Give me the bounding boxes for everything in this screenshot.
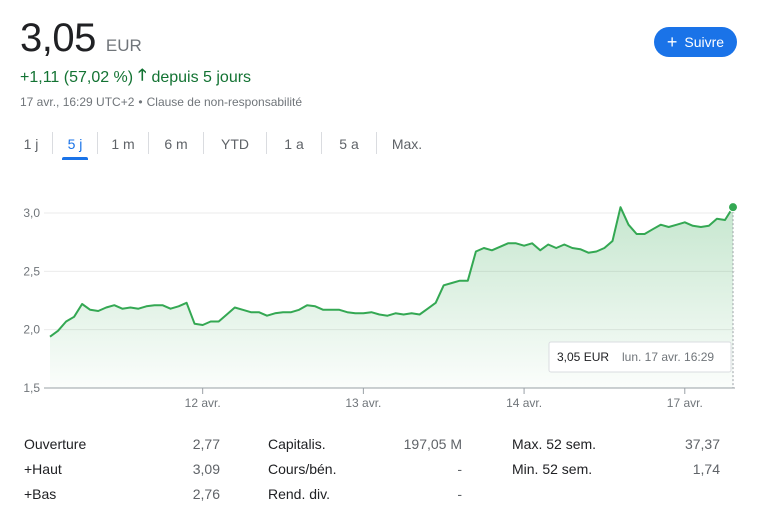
stat-value: 2,76 [192, 486, 220, 502]
arrow-up-icon: 🡑 [138, 67, 147, 84]
price-header: 3,05 EUR [20, 16, 142, 61]
x-tick-label: 17 avr. [667, 396, 703, 410]
follow-button[interactable]: + Suivre [654, 27, 737, 57]
price-line [49, 206, 734, 338]
tab-range[interactable]: 1 m [111, 136, 135, 152]
stat-value: - [457, 486, 462, 502]
stat-label: Min. 52 sem. [512, 461, 593, 477]
tooltip-date: lun. 17 avr. 16:29 [622, 350, 714, 364]
y-tick-label: 1,5 [23, 381, 40, 395]
tab-divider [266, 132, 267, 154]
stat-label: Capitalis. [268, 436, 326, 452]
y-tick-label: 2,0 [23, 323, 40, 337]
tab-range[interactable]: 6 m [164, 136, 188, 152]
tab-divider [376, 132, 377, 154]
price-chart[interactable]: 3,0 2,5 2,0 1,5 12 avr. 13 avr. 14 avr. 17 avr.… [0, 180, 760, 420]
stat-label: Max. 52 sem. [512, 436, 597, 452]
tab-divider [148, 132, 149, 154]
stat-value: 197,05 M [403, 436, 462, 452]
tooltip-value: 3,05 EUR [557, 350, 609, 364]
quote-timestamp: 17 avr., 16:29 UTC+2 [20, 95, 135, 109]
change-value: +1,11 (57,02 %) [20, 68, 134, 86]
stat-label: Rend. div. [268, 486, 330, 502]
tab-range[interactable]: YTD [221, 136, 249, 152]
bullet-separator: • [138, 95, 143, 109]
disclaimer-link[interactable]: Clause de non-responsabilité [146, 95, 303, 109]
stat-value: 3,09 [192, 461, 220, 477]
change-period: depuis 5 jours [151, 68, 252, 86]
quote-meta: 17 avr., 16:29 UTC+2 • Clause de non-respo… [20, 95, 302, 109]
price-change: +1,11 (57,02 %) 🡑 depuis 5 jours [20, 64, 251, 91]
tab-range[interactable]: 5 j [62, 128, 88, 160]
x-tick-label: 13 avr. [345, 396, 381, 410]
tab-divider [203, 132, 204, 154]
tab-divider [52, 132, 53, 154]
stat-label: Cours/bén. [268, 461, 337, 477]
last-point-marker [728, 202, 738, 213]
stat-value: - [457, 461, 462, 477]
plus-icon: + [666, 32, 678, 52]
stat-value: 1,74 [692, 461, 720, 477]
chart-tooltip [548, 341, 732, 373]
currency-label: EUR [105, 36, 142, 55]
tab-divider [97, 132, 98, 154]
stat-label: +Haut [24, 461, 62, 477]
x-tick-label: 14 avr. [506, 396, 542, 410]
y-tick-label: 3,0 [23, 206, 40, 220]
follow-button-label: Suivre [684, 34, 725, 50]
tab-range[interactable]: 1 j [23, 136, 39, 152]
current-price: 3,05 [20, 16, 96, 60]
stat-value: 2,77 [192, 436, 220, 452]
stat-label: Ouverture [24, 436, 87, 452]
x-tick-label: 12 avr. [185, 396, 221, 410]
stat-value: 37,37 [684, 436, 720, 452]
stat-label: +Bas [24, 486, 57, 502]
range-tabs: 1 j 5 j 1 m 6 m YTD 1 a 5 a Max. [20, 128, 437, 160]
tab-range[interactable]: 1 a [284, 136, 304, 152]
y-tick-label: 2,5 [23, 264, 40, 278]
tab-divider [321, 132, 322, 154]
tab-range[interactable]: Max. [391, 136, 423, 152]
tab-range[interactable]: 5 a [339, 136, 359, 152]
